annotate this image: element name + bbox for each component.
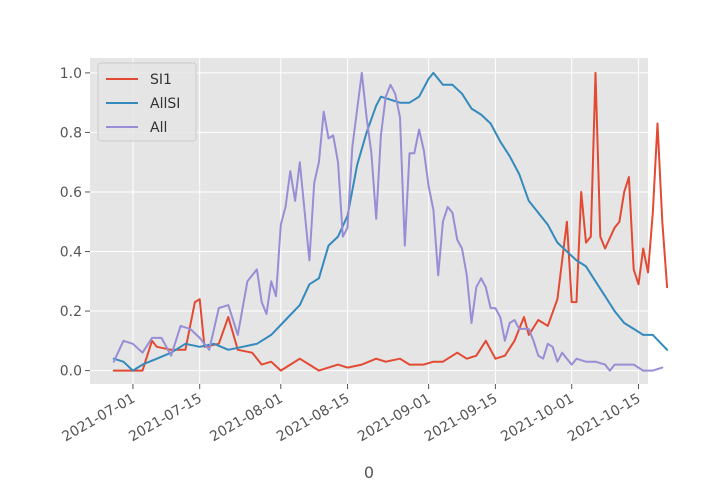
x-axis-label: 0	[364, 463, 374, 480]
y-tick-label: 0.0	[60, 364, 82, 380]
legend-frame	[97, 62, 197, 142]
y-tick-label: 0.2	[60, 304, 82, 320]
legend-label-all: All	[150, 120, 167, 136]
legend: SI1 AllSI All	[97, 62, 197, 142]
y-tick-label: 1.0	[60, 66, 82, 82]
series-line-si1	[112, 71, 669, 372]
y-tick-label: 0.4	[60, 245, 82, 261]
series-line-all	[112, 71, 664, 372]
legend-label-allsi: AllSI	[150, 96, 180, 112]
series-lines	[112, 71, 669, 372]
legend-label-si1: SI1	[150, 72, 172, 88]
y-tick-label: 0.6	[60, 185, 82, 201]
y-tick-label: 0.8	[60, 125, 82, 141]
series-line-allsi	[112, 71, 669, 372]
